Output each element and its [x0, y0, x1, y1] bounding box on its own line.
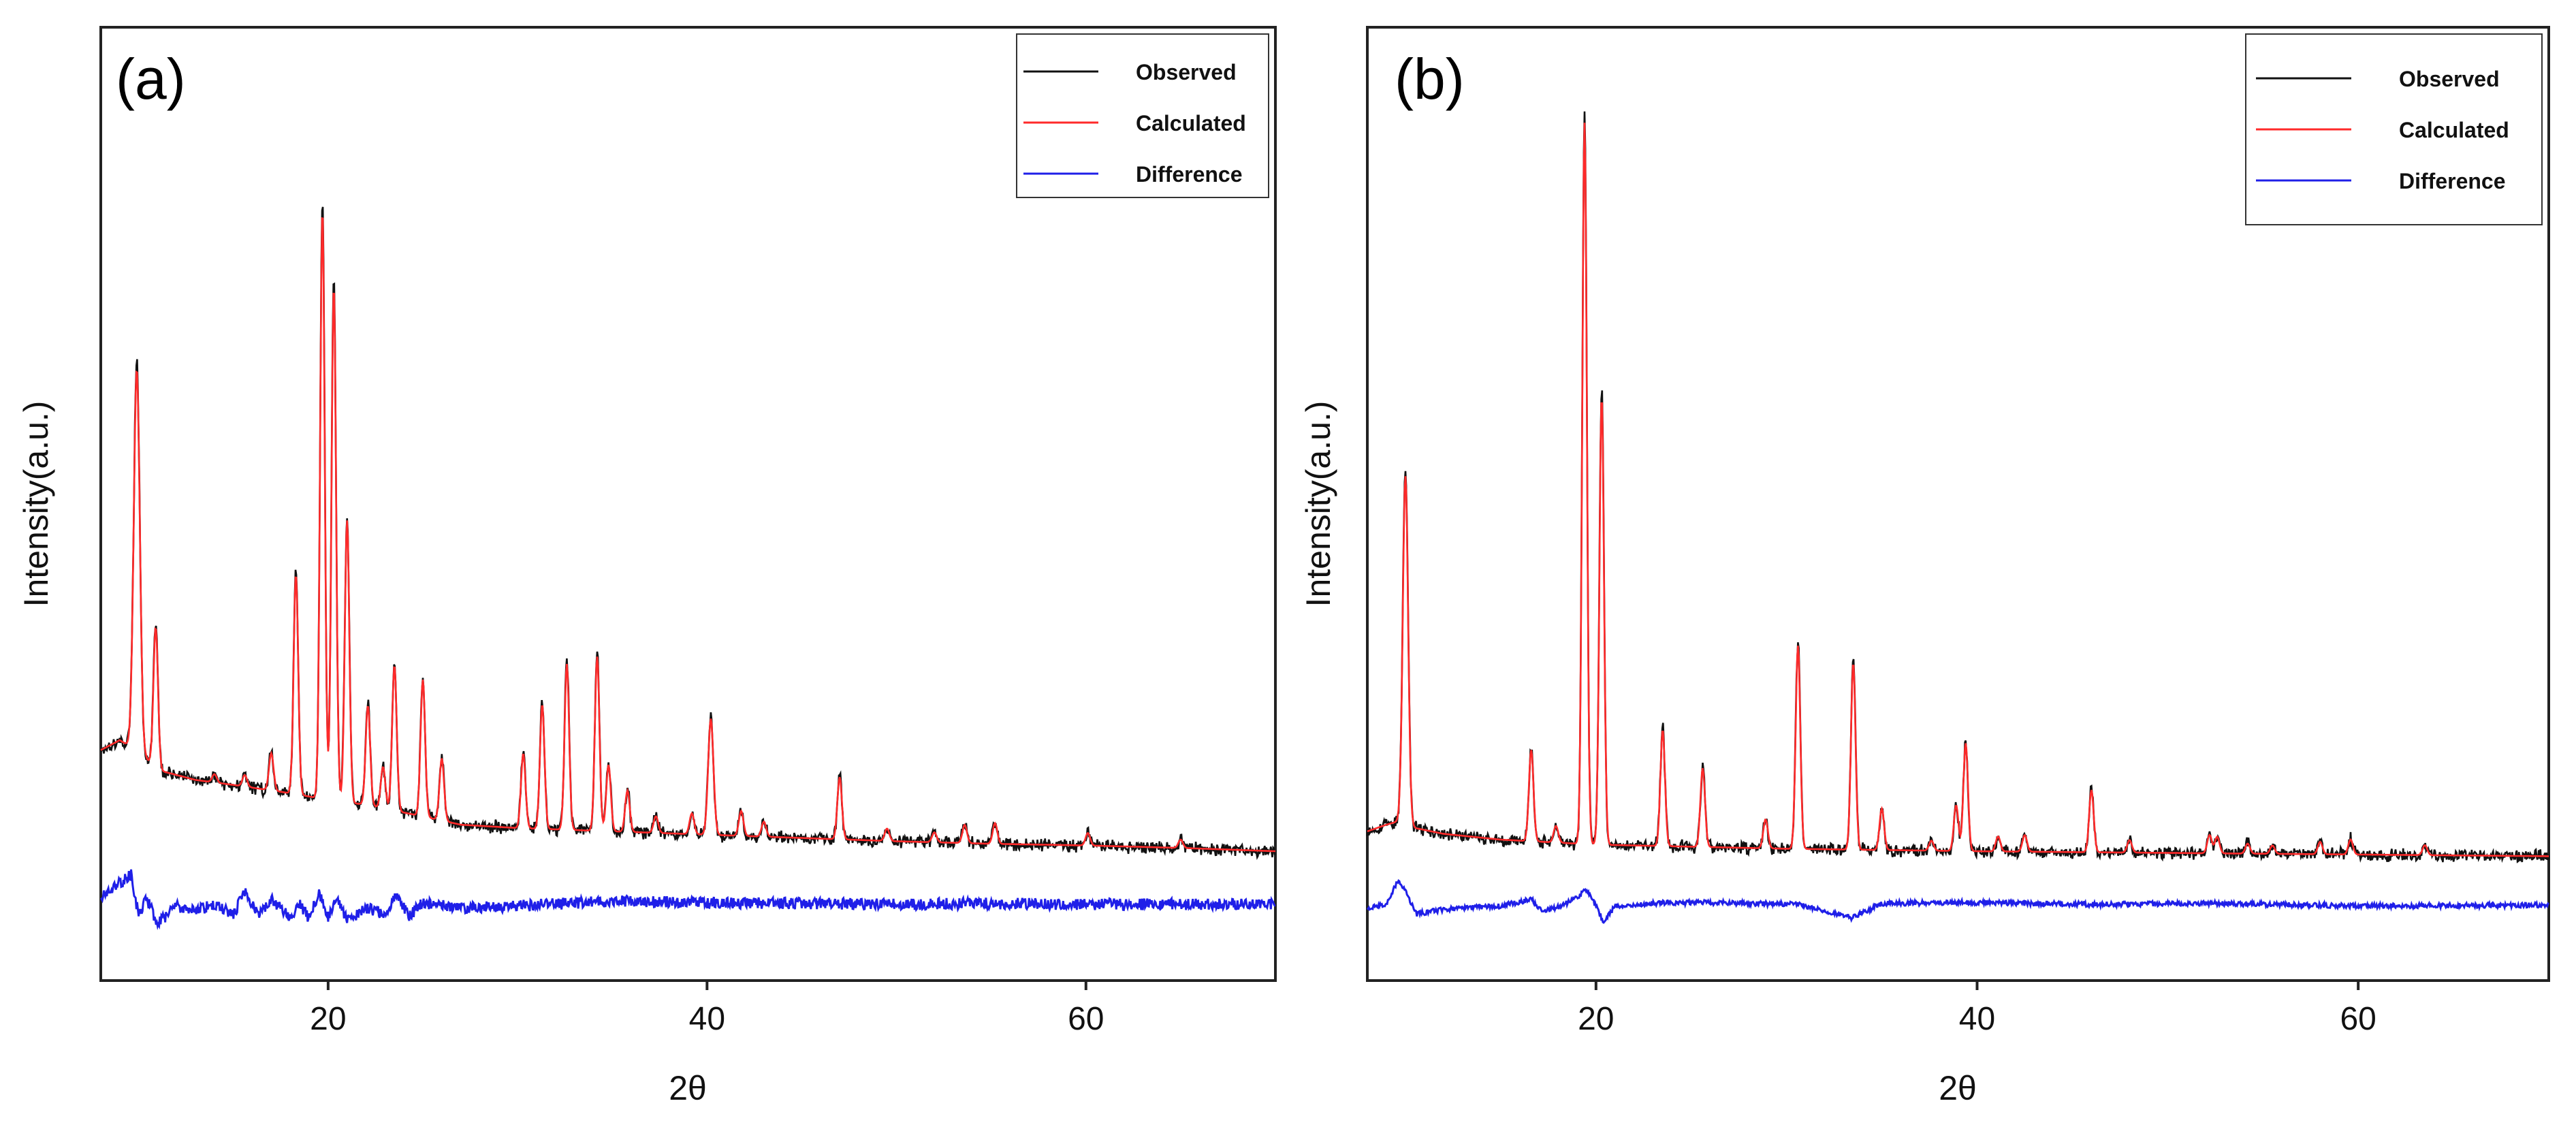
panel-label: (b) [1395, 47, 1465, 111]
legend-label-observed: Observed [2399, 67, 2500, 91]
x-tick-label-40: 40 [1959, 1001, 1995, 1037]
y-axis-title: Intensity(a.u.) [17, 401, 55, 607]
x-tick-label-20: 20 [1578, 1001, 1614, 1037]
plot-area [99, 206, 1276, 930]
plot-frame [99, 26, 1277, 982]
y-axis-title: Intensity(a.u.) [1299, 401, 1337, 607]
plot-area [1366, 111, 2550, 924]
legend-box [1016, 33, 1269, 198]
panel-b: (b) 20 40 60 2θ Intensity(a.u.) Observed C… [1299, 26, 2550, 1107]
legend: Observed Calculated Difference [1016, 33, 1269, 198]
x-axis-ticks: 20 40 60 [1578, 981, 2376, 1037]
series-difference [99, 869, 1276, 930]
legend-label-difference: Difference [2399, 169, 2506, 193]
x-tick-label-20: 20 [310, 1001, 346, 1037]
series-calculated [1367, 123, 2549, 857]
series-calculated [100, 217, 1276, 853]
panel-label: (a) [116, 47, 186, 111]
x-tick-label-40: 40 [689, 1001, 725, 1037]
x-axis-title: 2θ [669, 1069, 707, 1107]
plot-frame [1366, 26, 2550, 982]
legend-label-calculated: Calculated [2399, 118, 2509, 142]
legend: Observed Calculated Difference [2245, 33, 2543, 225]
panel-a: (a) 20 40 60 2θ Intensity(a.u.) Observed C… [17, 26, 1277, 1107]
legend-label-calculated: Calculated [1136, 111, 1246, 136]
series-observed [100, 206, 1276, 861]
x-tick-label-60: 60 [2340, 1001, 2376, 1037]
x-axis-title: 2θ [1939, 1069, 1977, 1107]
x-axis-ticks: 20 40 60 [310, 981, 1104, 1037]
series-difference [1366, 879, 2550, 924]
legend-label-observed: Observed [1136, 60, 1237, 84]
legend-label-difference: Difference [1136, 162, 1243, 187]
x-tick-label-60: 60 [1068, 1001, 1104, 1037]
